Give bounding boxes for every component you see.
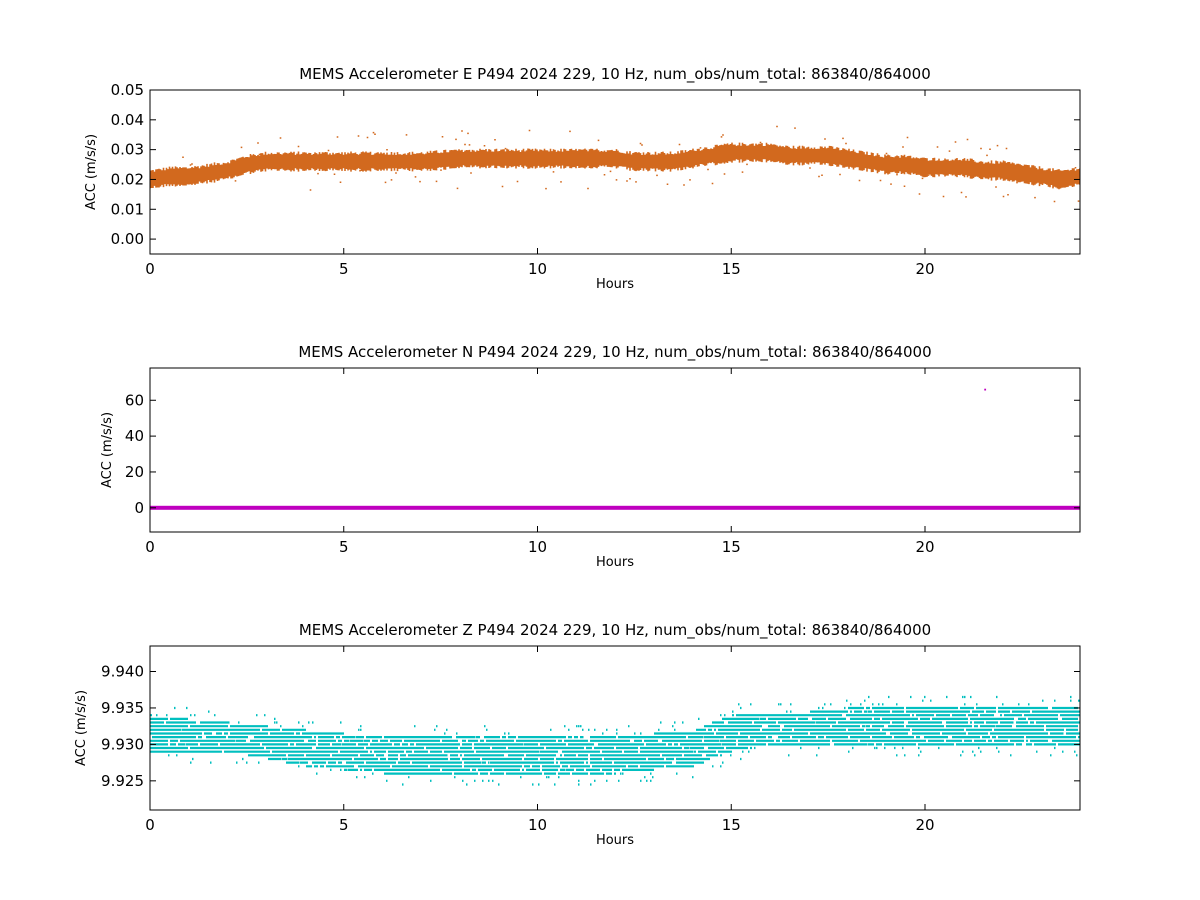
chart-title: MEMS Accelerometer Z P494 2024 229, 10 H… [299,621,931,640]
x-tick-label: 15 [722,260,741,278]
axes-frame [149,89,1081,255]
x-tick-label: 15 [722,816,741,834]
x-tick-label: 0 [145,260,155,278]
y-tick-label: 9.940 [101,663,144,681]
outlier-point [984,388,987,391]
data-series [150,388,1080,510]
x-axis-label: Hours [596,833,634,848]
data-series [150,125,1080,203]
y-axis-label: ACC (m/s/s) [74,690,89,766]
axes-frame [149,645,1081,811]
x-tick-label: 0 [145,538,155,556]
x-tick-label: 15 [722,538,741,556]
y-tick-label: 9.925 [101,772,144,790]
y-tick-label: 0.04 [111,111,144,129]
y-tick-label: 0.01 [111,200,144,218]
axes-frame [149,367,1081,533]
chart-title: MEMS Accelerometer E P494 2024 229, 10 H… [299,65,931,84]
y-tick-label: 9.935 [101,699,144,717]
y-tick-label: 9.930 [101,735,144,753]
x-tick-label: 5 [339,538,349,556]
y-tick-label: 40 [125,427,144,445]
y-tick-label: 20 [125,463,144,481]
y-tick-label: 0 [134,499,144,517]
x-tick-label: 5 [339,260,349,278]
x-tick-label: 10 [528,538,547,556]
subplot-2: 0 5 10 15 20 0 20 40 60 MEMS Accelerometer N P494… [100,343,1081,570]
x-axis-label: Hours [596,555,634,570]
subplot-1: 0 5 10 15 20 0.00 0.01 0.02 0.03 0.04 0.05 MEMS Acc… [84,65,1081,292]
y-tick-label: 0.05 [111,81,144,99]
y-tick-label: 60 [125,391,144,409]
x-tick-label: 20 [915,816,934,834]
y-tick-label: 0.02 [111,170,144,188]
x-tick-label: 0 [145,816,155,834]
y-axis-label: ACC (m/s/s) [84,134,99,210]
subplot-3: 0 5 10 15 20 9.925 9.930 9.935 9.940 MEMS Acceler… [74,621,1081,848]
data-series [150,695,1080,786]
x-tick-label: 5 [339,816,349,834]
data-band [150,125,1080,203]
y-tick-label: 0.03 [111,141,144,159]
chart-title: MEMS Accelerometer N P494 2024 229, 10 H… [298,343,931,362]
data-line [150,505,1080,510]
x-axis-label: Hours [596,277,634,292]
x-tick-label: 20 [915,538,934,556]
y-tick-label: 0.00 [111,230,144,248]
x-tick-label: 10 [528,816,547,834]
y-axis-label: ACC (m/s/s) [100,412,115,488]
x-tick-label: 10 [528,260,547,278]
x-tick-label: 20 [915,260,934,278]
